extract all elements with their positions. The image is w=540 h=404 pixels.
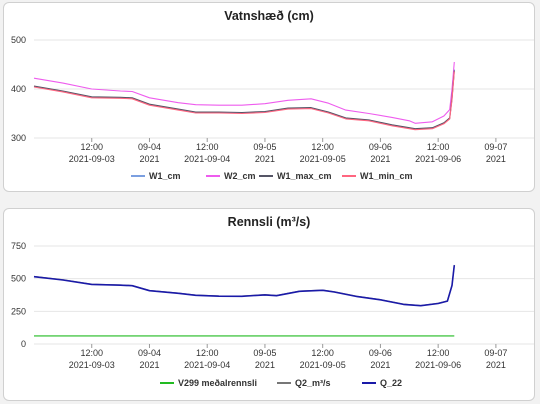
y-tick-label: 400 [11, 84, 26, 94]
legend-label: W1_max_cm [277, 171, 332, 181]
legend-item-2[interactable]: Q2_m³/s [277, 378, 331, 388]
y-tick-label: 250 [11, 306, 26, 316]
x-tick-label: 09-05 [253, 348, 276, 358]
x-tick-sublabel: 2021 [139, 154, 159, 164]
x-tick-sublabel: 2021 [486, 154, 506, 164]
series-line-1 [33, 69, 455, 130]
x-tick-label: 12:00 [80, 348, 103, 358]
x-tick-label: 12:00 [311, 142, 334, 152]
series-line-2 [33, 61, 455, 124]
legend-item-3[interactable]: W1_max_cm [259, 171, 332, 181]
legend-label: W1_cm [149, 171, 181, 181]
x-tick-label: 09-06 [369, 142, 392, 152]
legend-item-2[interactable]: W2_cm [206, 171, 256, 181]
x-tick-sublabel: 2021 [255, 154, 275, 164]
y-tick-label: 750 [11, 241, 26, 251]
x-tick-sublabel: 2021 [255, 360, 275, 370]
legend-item-4[interactable]: W1_min_cm [342, 171, 413, 181]
x-tick-label: 12:00 [196, 348, 219, 358]
discharge-chart-panel: Rennsli (m³/s) 0 250 500 750 12:00 2021-09-03 0… [3, 208, 535, 401]
legend-label: W2_cm [224, 171, 256, 181]
legend-label: Q2_m³/s [295, 378, 331, 388]
series-line-3 [33, 70, 455, 130]
water-level-chart: Vatnshæð (cm) 300 400 500 12:00 2021-09-03 09-… [11, 9, 534, 181]
y-tick-label: 500 [11, 274, 26, 284]
x-tick-label: 09-06 [369, 348, 392, 358]
x-tick-sublabel: 2021-09-04 [184, 154, 230, 164]
y-tick-label: 300 [11, 133, 26, 143]
series-line-4 [33, 71, 455, 131]
x-tick-sublabel: 2021-09-06 [415, 360, 461, 370]
x-tick-sublabel: 2021-09-03 [69, 154, 115, 164]
x-tick-label: 09-04 [138, 142, 161, 152]
x-tick-label: 09-05 [253, 142, 276, 152]
x-tick-sublabel: 2021 [370, 154, 390, 164]
legend-item-1[interactable]: V299 meðalrennsli [160, 378, 257, 388]
x-tick-sublabel: 2021 [370, 360, 390, 370]
x-tick-sublabel: 2021-09-06 [415, 154, 461, 164]
x-tick-label: 09-07 [484, 348, 507, 358]
legend-label: Q_22 [380, 378, 402, 388]
discharge-chart: Rennsli (m³/s) 0 250 500 750 12:00 2021-09-03 0… [11, 215, 534, 388]
x-tick-label: 12:00 [80, 142, 103, 152]
x-tick-sublabel: 2021-09-05 [300, 154, 346, 164]
x-tick-label: 12:00 [311, 348, 334, 358]
x-tick-sublabel: 2021 [139, 360, 159, 370]
legend-label: V299 meðalrennsli [178, 378, 257, 388]
chart-title: Rennsli (m³/s) [228, 215, 311, 229]
legend-item-3[interactable]: Q_22 [362, 378, 402, 388]
y-tick-label: 500 [11, 35, 26, 45]
chart-title: Vatnshæð (cm) [224, 9, 314, 23]
x-tick-label: 09-04 [138, 348, 161, 358]
x-tick-label: 12:00 [196, 142, 219, 152]
x-tick-sublabel: 2021-09-03 [69, 360, 115, 370]
series-line-3 [33, 265, 456, 307]
x-tick-sublabel: 2021 [486, 360, 506, 370]
water-level-chart-panel: Vatnshæð (cm) 300 400 500 12:00 2021-09-03 09-… [3, 2, 535, 192]
legend-label: W1_min_cm [360, 171, 413, 181]
x-tick-label: 12:00 [427, 348, 450, 358]
x-tick-label: 09-07 [484, 142, 507, 152]
x-tick-label: 12:00 [427, 142, 450, 152]
x-tick-sublabel: 2021-09-05 [300, 360, 346, 370]
legend-item-1[interactable]: W1_cm [131, 171, 181, 181]
x-tick-sublabel: 2021-09-04 [184, 360, 230, 370]
y-tick-label: 0 [21, 339, 26, 349]
